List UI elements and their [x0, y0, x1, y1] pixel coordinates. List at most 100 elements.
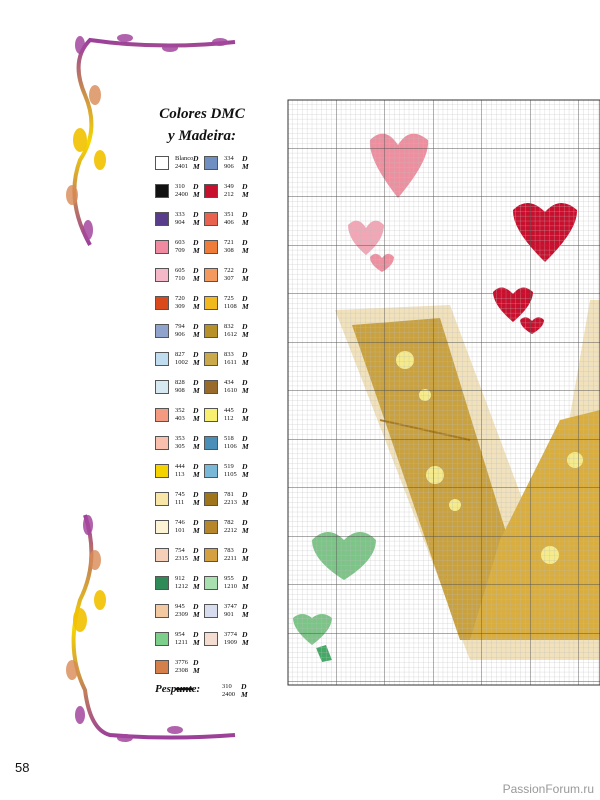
madeira-number: 1106: [224, 443, 237, 450]
page-number: 58: [15, 760, 30, 775]
dmc-number: 721: [224, 239, 234, 246]
color-swatch: [204, 380, 218, 394]
madeira-letter: M: [193, 190, 200, 199]
madeira-number: 709: [175, 247, 185, 254]
dmc-letter: D: [193, 266, 199, 275]
madeira-number: 307: [224, 275, 234, 282]
madeira-number: 308: [224, 247, 234, 254]
color-swatch: [204, 268, 218, 282]
color-swatch: [155, 296, 169, 310]
madeira-letter: M: [242, 610, 249, 619]
dmc-letter: D: [242, 294, 248, 303]
madeira-letter: M: [241, 690, 248, 699]
madeira-number: 1108: [224, 303, 237, 310]
color-swatch: [155, 212, 169, 226]
dmc-number: 746: [175, 519, 185, 526]
madeira-number: 212: [224, 191, 234, 198]
madeira-letter: M: [242, 330, 249, 339]
dmc-number: 434: [224, 379, 234, 386]
color-swatch: [155, 520, 169, 534]
madeira-number: 904: [175, 219, 185, 226]
madeira-letter: M: [193, 498, 200, 507]
madeira-number: 2308: [175, 667, 188, 674]
madeira-number: 2213: [224, 499, 237, 506]
dmc-number: 444: [175, 463, 185, 470]
madeira-letter: M: [242, 414, 249, 423]
dmc-letter: D: [242, 462, 248, 471]
madeira-letter: M: [193, 610, 200, 619]
color-swatch: [155, 184, 169, 198]
madeira-number: 906: [175, 331, 185, 338]
color-swatch: [204, 548, 218, 562]
madeira-letter: M: [193, 582, 200, 591]
dmc-letter: D: [242, 602, 248, 611]
dmc-number: 310: [222, 683, 232, 690]
madeira-number: 2212: [224, 527, 237, 534]
dmc-number: 832: [224, 323, 234, 330]
dmc-number: 945: [175, 603, 185, 610]
dmc-number: 349: [224, 183, 234, 190]
dmc-letter: D: [193, 238, 199, 247]
dmc-number: 725: [224, 295, 234, 302]
madeira-number: 1211: [175, 639, 188, 646]
madeira-number: 1002: [175, 359, 188, 366]
madeira-number: 906: [224, 163, 234, 170]
madeira-letter: M: [242, 218, 249, 227]
madeira-number: 1611: [224, 359, 237, 366]
watermark: PassionForum.ru: [502, 782, 594, 796]
madeira-letter: M: [193, 414, 200, 423]
dmc-number: Blanco: [175, 155, 194, 162]
dmc-letter: D: [193, 462, 199, 471]
madeira-letter: M: [242, 190, 249, 199]
madeira-number: 403: [175, 415, 185, 422]
color-swatch: [155, 604, 169, 618]
madeira-letter: M: [193, 330, 200, 339]
color-swatch: [204, 436, 218, 450]
dmc-number: 353: [175, 435, 185, 442]
color-swatch: [155, 324, 169, 338]
dmc-letter: D: [193, 434, 199, 443]
dmc-number: 783: [224, 547, 234, 554]
madeira-number: 2309: [175, 611, 188, 618]
color-swatch: [204, 604, 218, 618]
color-swatch: [155, 156, 169, 170]
madeira-letter: M: [193, 526, 200, 535]
madeira-number: 2400: [175, 191, 188, 198]
dmc-letter: D: [242, 546, 248, 555]
dmc-letter: D: [193, 350, 199, 359]
dmc-number: 955: [224, 575, 234, 582]
color-swatch: [155, 268, 169, 282]
madeira-letter: M: [193, 554, 200, 563]
madeira-letter: M: [242, 442, 249, 451]
madeira-number: 901: [224, 611, 234, 618]
madeira-letter: M: [242, 246, 249, 255]
dmc-letter: D: [193, 210, 199, 219]
madeira-number: 406: [224, 219, 234, 226]
dmc-letter: D: [193, 546, 199, 555]
madeira-letter: M: [242, 470, 249, 479]
dmc-number: 781: [224, 491, 234, 498]
color-swatch: [204, 156, 218, 170]
dmc-letter: D: [242, 490, 248, 499]
dmc-letter: D: [193, 658, 199, 667]
color-swatch: [155, 352, 169, 366]
dmc-number: 954: [175, 631, 185, 638]
madeira-letter: M: [193, 386, 200, 395]
madeira-number: 305: [175, 443, 185, 450]
madeira-letter: M: [193, 246, 200, 255]
madeira-number: 710: [175, 275, 185, 282]
dmc-number: 603: [175, 239, 185, 246]
dmc-letter: D: [242, 210, 248, 219]
dmc-number: 333: [175, 211, 185, 218]
dmc-number: 833: [224, 351, 234, 358]
madeira-number: 908: [175, 387, 185, 394]
dmc-letter: D: [242, 266, 248, 275]
color-swatch: [204, 212, 218, 226]
color-swatch: [155, 492, 169, 506]
madeira-letter: M: [193, 218, 200, 227]
color-swatch: [204, 520, 218, 534]
color-swatch: [204, 324, 218, 338]
madeira-number: 2315: [175, 555, 188, 562]
dmc-number: 745: [175, 491, 185, 498]
